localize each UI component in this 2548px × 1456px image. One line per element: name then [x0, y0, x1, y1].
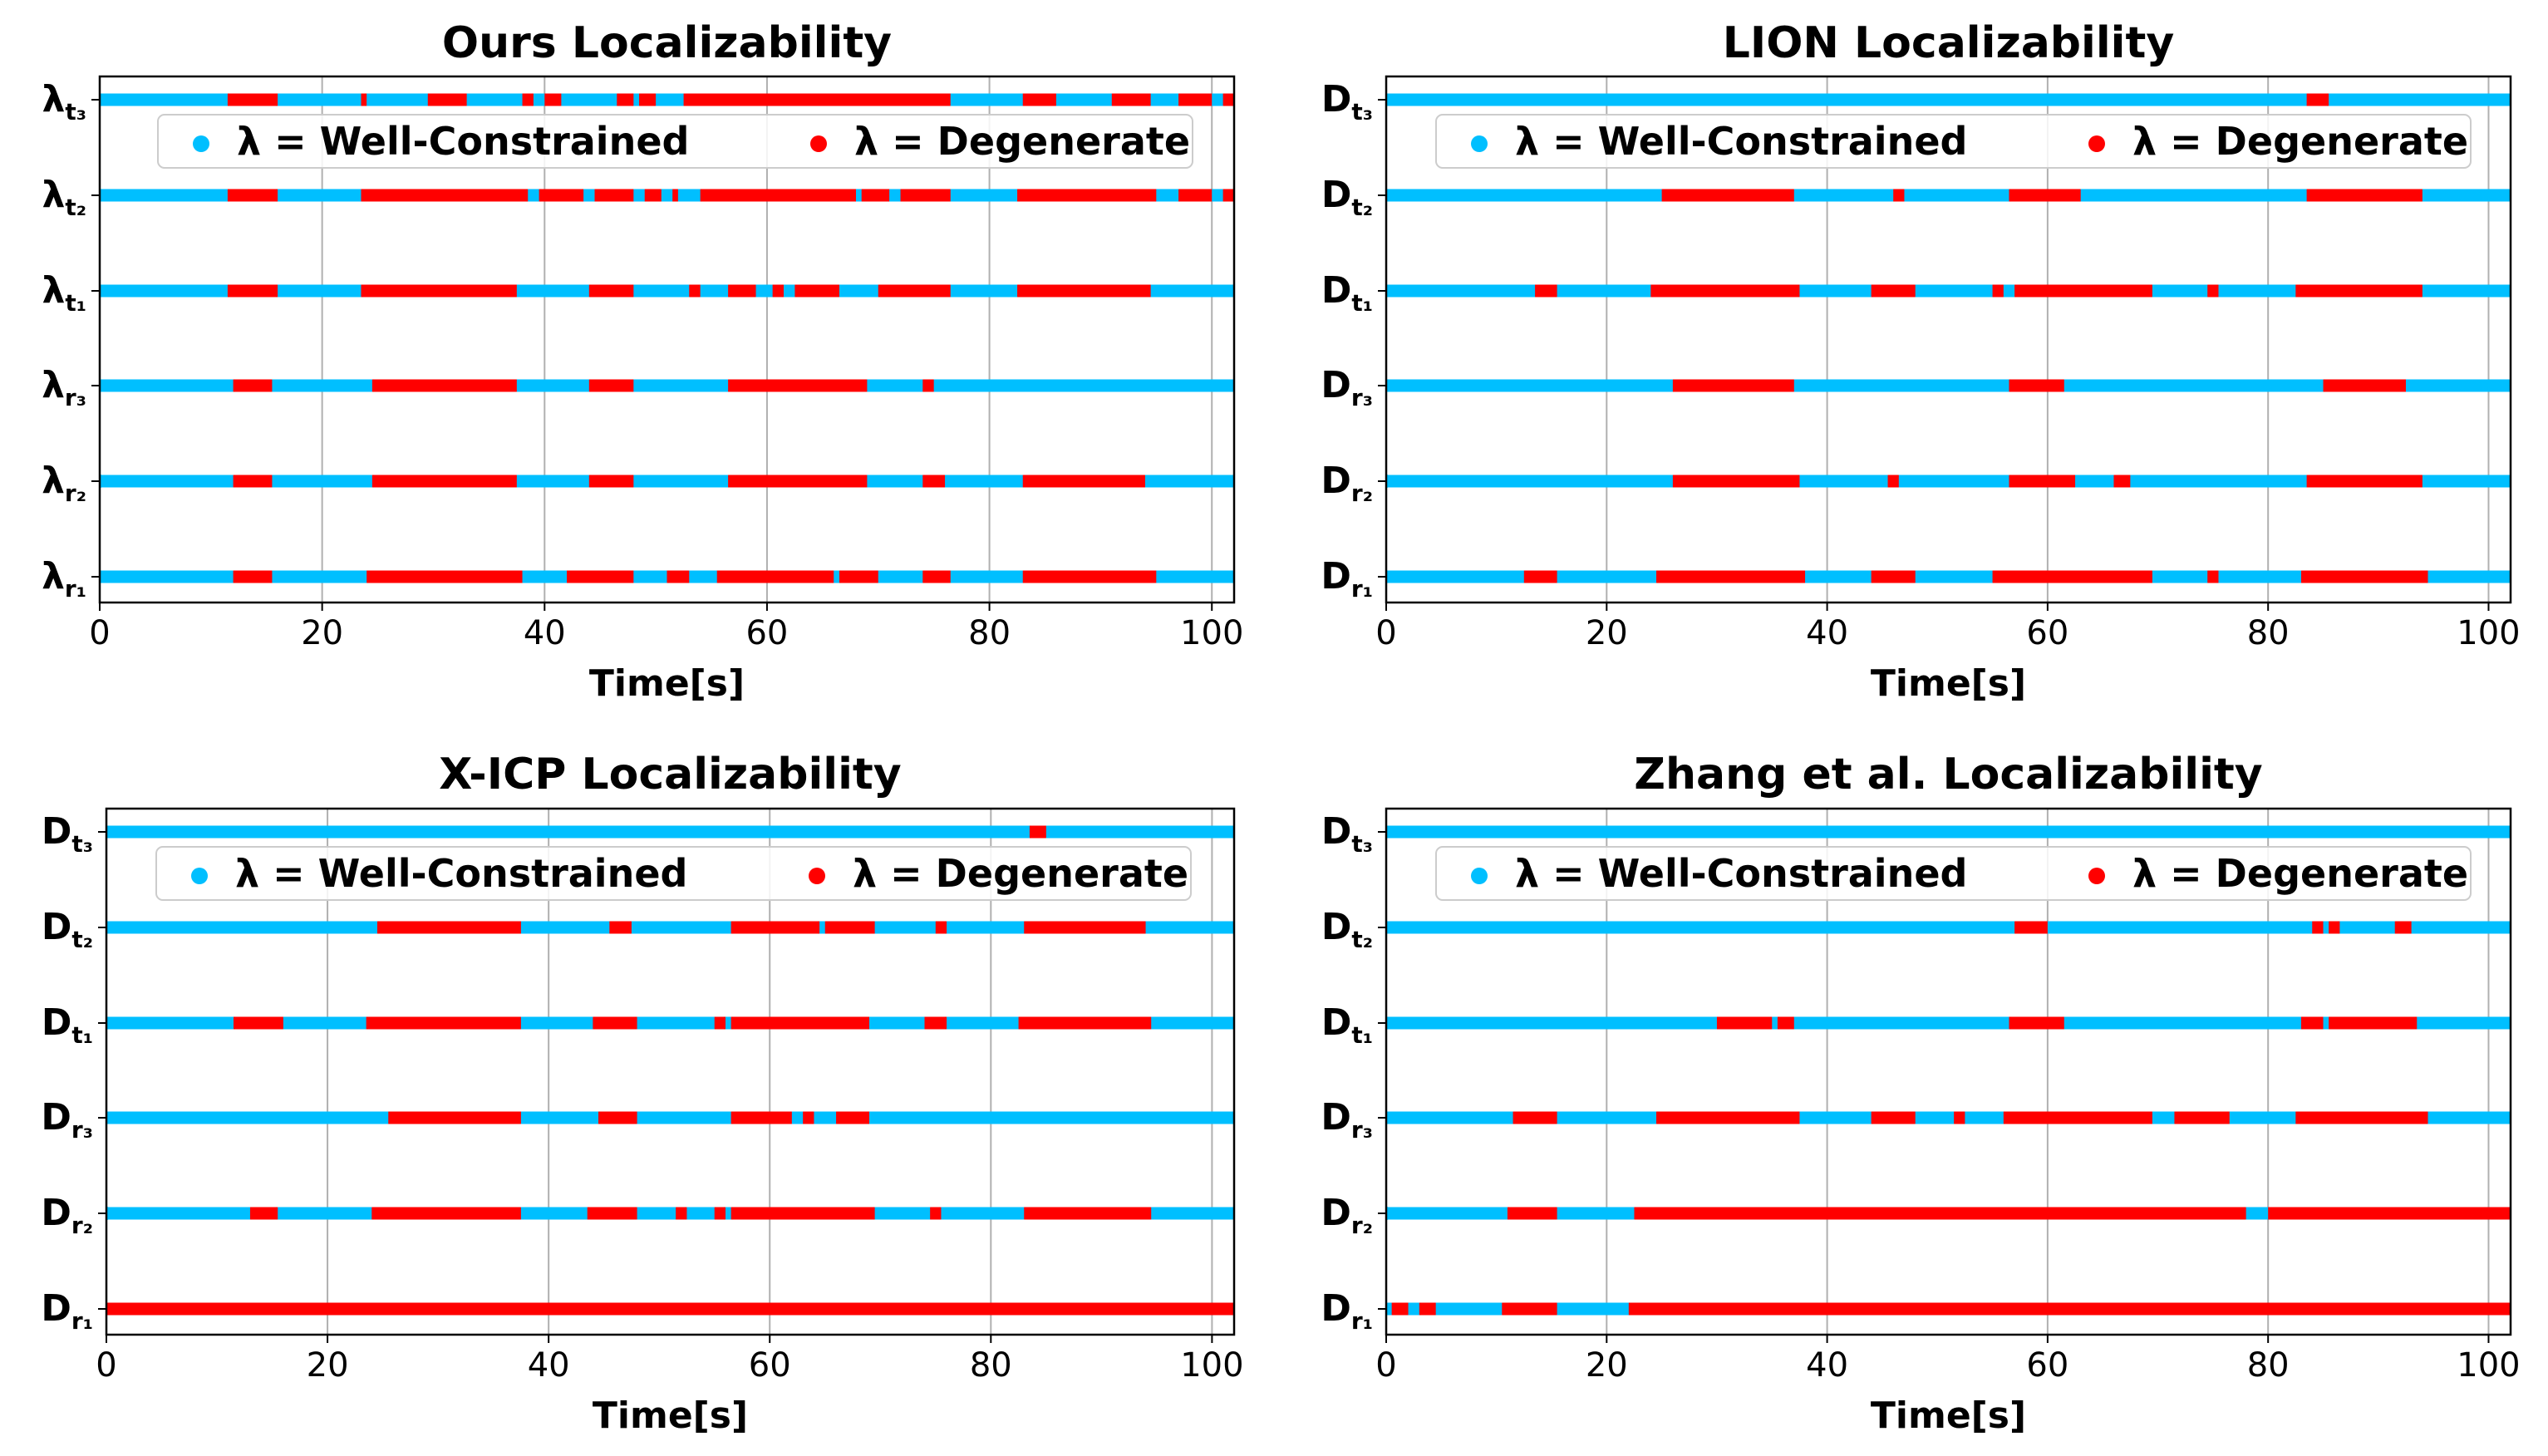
legend-well-label: λ = Well-Constrained: [1515, 851, 1967, 896]
legend-degenerate-marker: [809, 868, 825, 884]
x-tick-label: 100: [1180, 1346, 1243, 1385]
x-tick-label: 60: [2026, 1346, 2068, 1385]
x-tick-label: 20: [307, 1346, 349, 1385]
x-tick-label: 40: [1806, 614, 1848, 652]
y-tick-label: Dt₂: [1321, 174, 1373, 221]
legend-well-marker: [1471, 135, 1488, 152]
legend-degenerate-marker: [2088, 135, 2105, 152]
start-marker: [106, 1206, 116, 1221]
panel-4: Zhang et al. Localizability Dt₃ Dt₂ Dt₁ Dr₃ D…: [1321, 750, 2520, 1437]
x-tick-label: 80: [968, 614, 1011, 652]
y-tick-label: Dt₂: [1321, 906, 1373, 953]
y-tick-label: λt₃: [42, 78, 87, 125]
legend-well-marker: [1471, 868, 1488, 884]
y-tick-label: λr₃: [42, 364, 86, 411]
y-tick-label: Dr₁: [1321, 555, 1373, 603]
y-tick-label: λt₁: [42, 269, 87, 317]
legend: λ = Well-Constrained λ = Degenerate: [155, 846, 1192, 901]
x-tick-label: 100: [2457, 614, 2520, 652]
axes-frame: [105, 807, 1236, 1336]
legend-degenerate-marker: [2088, 868, 2105, 884]
legend-well-label: λ = Well-Constrained: [237, 119, 689, 164]
y-tick-label: Dr₂: [1321, 460, 1373, 507]
x-tick-label: 60: [2026, 614, 2068, 652]
panel-title: Zhang et al. Localizability: [1634, 750, 2262, 799]
legend: λ = Well-Constrained λ = Degenerate: [1435, 114, 2472, 169]
y-tick-label: Dt₃: [1321, 78, 1373, 125]
x-tick-label: 20: [1586, 614, 1628, 652]
x-tick-label: 100: [1180, 614, 1243, 652]
y-tick-label: λr₂: [42, 460, 86, 507]
y-tick-label: Dr₃: [1321, 364, 1373, 411]
y-tick-label: Dr₁: [1321, 1287, 1373, 1335]
axes-frame: [1385, 807, 2512, 1336]
legend-degenerate-label: λ = Degenerate: [2132, 119, 2468, 164]
legend-box: [1435, 114, 2472, 169]
start-marker: [100, 474, 110, 489]
x-tick-label: 0: [89, 614, 110, 652]
x-tick-label: 0: [1375, 614, 1396, 652]
legend-well-label: λ = Well-Constrained: [1515, 119, 1967, 164]
x-axis-label: Time[s]: [1871, 1395, 2026, 1437]
y-tick-label: Dt₃: [42, 810, 93, 858]
legend-degenerate-label: λ = Degenerate: [2132, 851, 2468, 896]
legend: λ = Well-Constrained λ = Degenerate: [1435, 846, 2472, 901]
start-marker: [1386, 1206, 1396, 1221]
x-tick-label: 40: [528, 1346, 570, 1385]
start-marker: [1386, 474, 1396, 489]
y-tick-label: Dt₁: [1321, 269, 1373, 317]
y-tick-label: Dr₁: [41, 1287, 93, 1335]
legend-well-marker: [191, 868, 208, 884]
legend-box: [155, 846, 1192, 901]
legend-degenerate-label: λ = Degenerate: [853, 851, 1188, 896]
panel-title: Ours Localizability: [442, 18, 892, 68]
legend-degenerate-marker: [810, 135, 827, 152]
panel-title: LION Localizability: [1723, 18, 2175, 68]
legend-box: [157, 114, 1193, 169]
legend-box: [1435, 846, 2472, 901]
x-tick-label: 20: [301, 614, 343, 652]
legend: λ = Well-Constrained λ = Degenerate: [157, 114, 1193, 169]
axes-frame: [98, 75, 1236, 604]
legend-degenerate-label: λ = Degenerate: [854, 119, 1190, 164]
panel-title: X-ICP Localizability: [439, 750, 901, 799]
x-tick-label: 40: [524, 614, 566, 652]
x-tick-label: 60: [745, 614, 788, 652]
x-axis-label: Time[s]: [593, 1395, 748, 1437]
y-tick-label: Dr₂: [1321, 1192, 1373, 1239]
y-tick-label: Dt₁: [42, 1001, 93, 1049]
x-tick-label: 0: [96, 1346, 116, 1385]
x-tick-label: 0: [1375, 1346, 1396, 1385]
y-tick-label: Dr₂: [41, 1192, 93, 1239]
x-tick-label: 80: [970, 1346, 1012, 1385]
y-tick-label: Dt₁: [1321, 1001, 1373, 1049]
y-tick-label: Dr₃: [1321, 1096, 1373, 1144]
x-axis-label: Time[s]: [1871, 662, 2026, 705]
x-tick-label: 100: [2457, 1346, 2520, 1385]
legend-well-label: λ = Well-Constrained: [235, 851, 687, 896]
y-tick-label: Dt₂: [42, 906, 93, 953]
x-tick-label: 40: [1806, 1346, 1848, 1385]
x-tick-label: 80: [2247, 1346, 2290, 1385]
y-tick-label: Dr₃: [41, 1096, 93, 1144]
x-axis-label: Time[s]: [589, 662, 745, 705]
y-tick-label: λr₁: [42, 555, 86, 603]
x-tick-label: 20: [1586, 1346, 1628, 1385]
x-tick-label: 60: [749, 1346, 791, 1385]
y-tick-label: λt₂: [42, 174, 87, 221]
axes-frame: [1385, 75, 2512, 604]
legend-well-marker: [193, 135, 209, 152]
y-tick-label: Dt₃: [1321, 810, 1373, 858]
x-tick-label: 80: [2247, 614, 2290, 652]
